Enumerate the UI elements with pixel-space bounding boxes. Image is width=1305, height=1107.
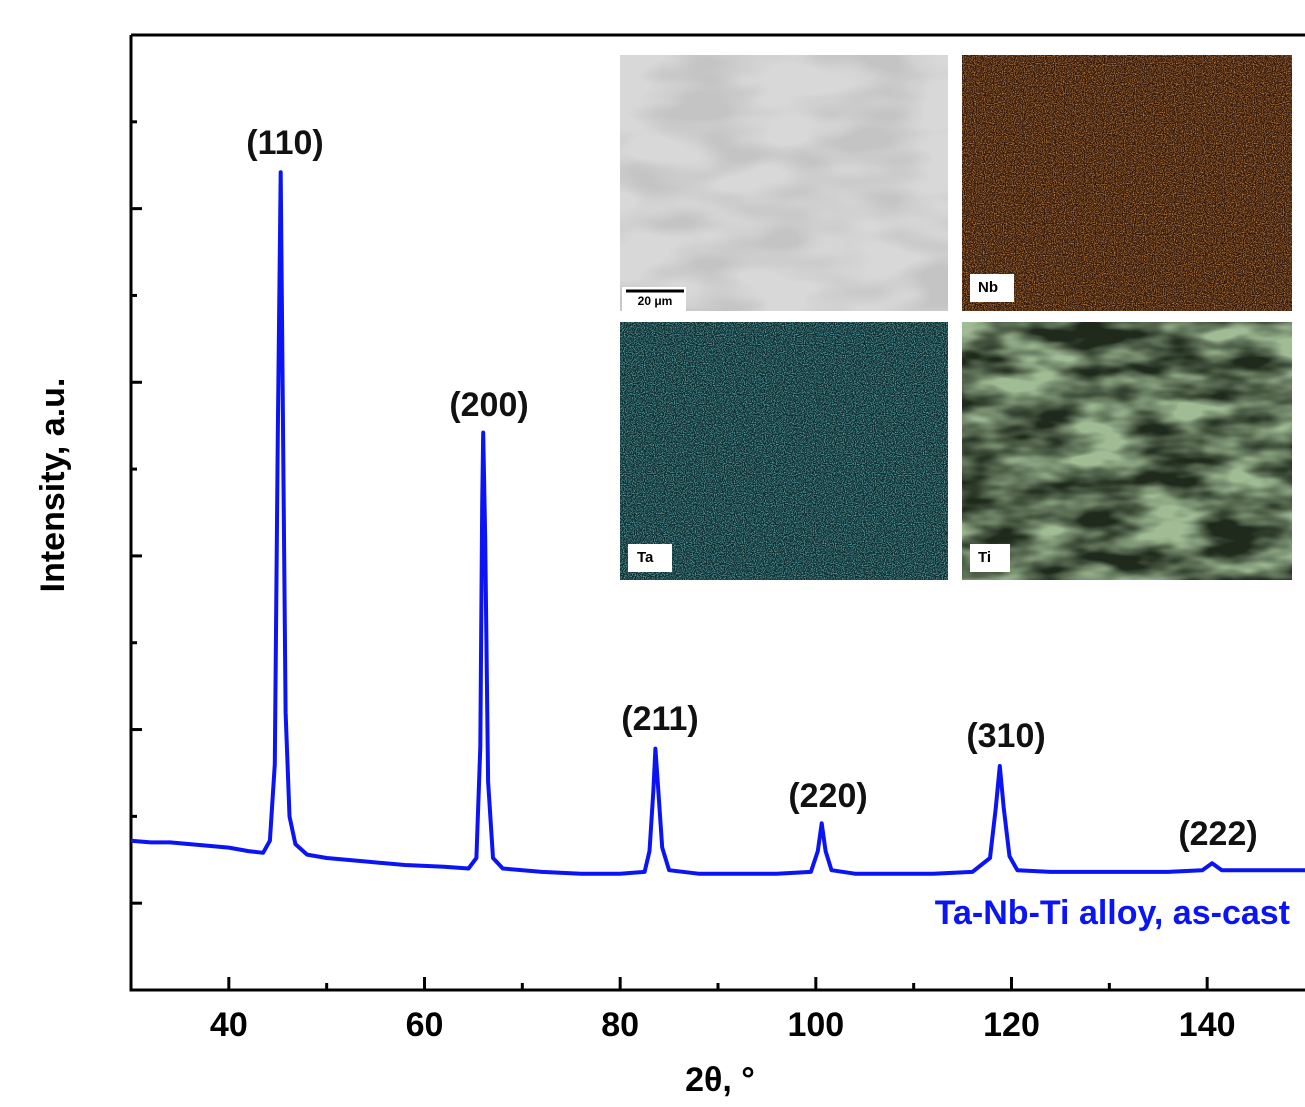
x-tick-label: 100 bbox=[787, 1006, 844, 1044]
x-tick-label: 40 bbox=[210, 1006, 248, 1044]
peak-label: (222) bbox=[1178, 815, 1257, 853]
nb-texture bbox=[962, 55, 1292, 311]
peak-label: (211) bbox=[621, 700, 699, 738]
x-tick-label: 80 bbox=[601, 1006, 639, 1044]
map-label-box bbox=[628, 544, 672, 572]
map-label: Ti bbox=[978, 549, 991, 566]
map-label-box bbox=[970, 274, 1014, 302]
peak-label: (110) bbox=[246, 124, 324, 162]
map-label-box bbox=[970, 544, 1010, 572]
map-label: Nb bbox=[978, 279, 998, 296]
inset-images: 20 μm Nb Ta Ti bbox=[620, 55, 1292, 580]
peak-label: (200) bbox=[449, 386, 528, 424]
series-label: Ta-Nb-Ti alloy, as-cast bbox=[935, 894, 1290, 932]
sem-texture bbox=[620, 55, 948, 311]
y-axis-label: Intensity, a.u. bbox=[34, 378, 72, 593]
peak-label: (220) bbox=[788, 777, 867, 815]
scale-bar-label: 20 μm bbox=[638, 294, 673, 308]
x-tick-label: 120 bbox=[983, 1006, 1040, 1044]
peak-label: (310) bbox=[966, 717, 1045, 755]
map-label: Ta bbox=[637, 549, 654, 566]
x-tick-label: 140 bbox=[1179, 1006, 1236, 1044]
ti-texture bbox=[962, 322, 1292, 580]
x-axis-label: 2θ, ° bbox=[685, 1061, 755, 1099]
ta-texture bbox=[620, 322, 948, 580]
series-line bbox=[130, 170, 1305, 876]
x-tick-label: 60 bbox=[406, 1006, 444, 1044]
